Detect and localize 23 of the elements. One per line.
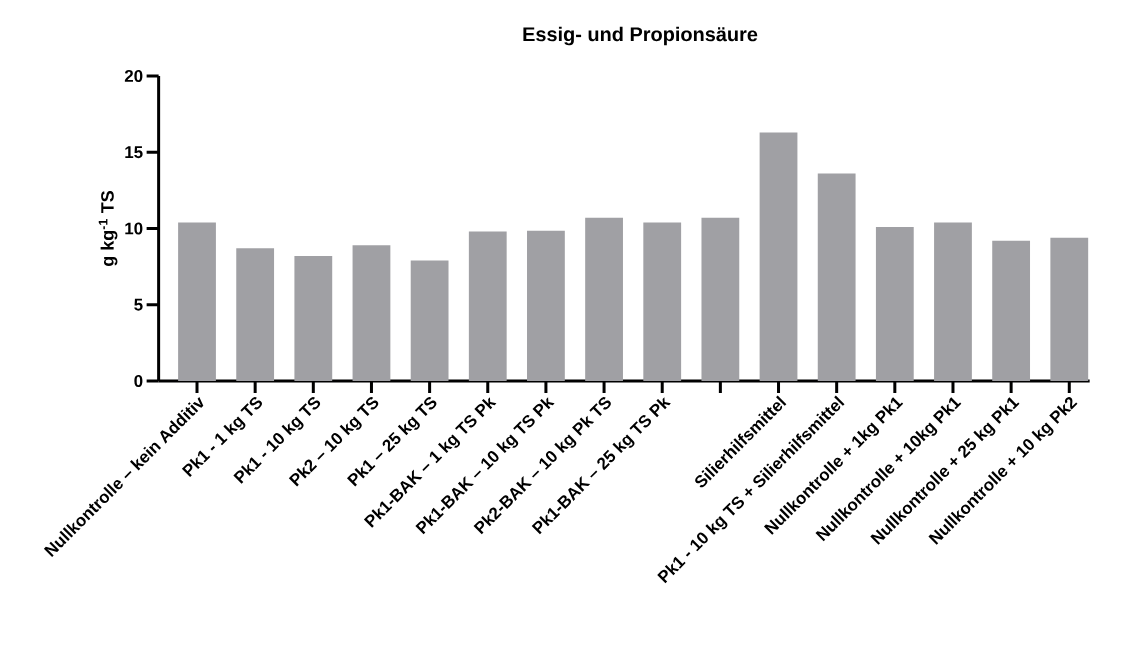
y-tick-label: 0 [134, 374, 143, 387]
bar [875, 226, 914, 381]
bar [468, 231, 507, 381]
bar [585, 217, 623, 381]
bar [759, 132, 798, 381]
bar [643, 222, 682, 381]
y-tick-label: 5 [134, 298, 143, 311]
bar [527, 230, 565, 381]
bar [236, 248, 275, 381]
y-tick-label: 20 [124, 69, 143, 82]
bar [817, 173, 856, 381]
bar [352, 245, 391, 381]
bar [410, 260, 449, 381]
bar [701, 217, 740, 381]
y-axis-title: g kg$^{-1}$ TS [98, 190, 118, 266]
bar [934, 222, 972, 381]
bar [294, 255, 333, 381]
bar [992, 240, 1031, 381]
bar [1050, 237, 1089, 381]
bar [178, 222, 216, 381]
chart-title: Essig- und Propionsäure [523, 26, 758, 46]
y-tick-label: 10 [125, 222, 143, 235]
y-tick-label: 15 [125, 146, 143, 159]
